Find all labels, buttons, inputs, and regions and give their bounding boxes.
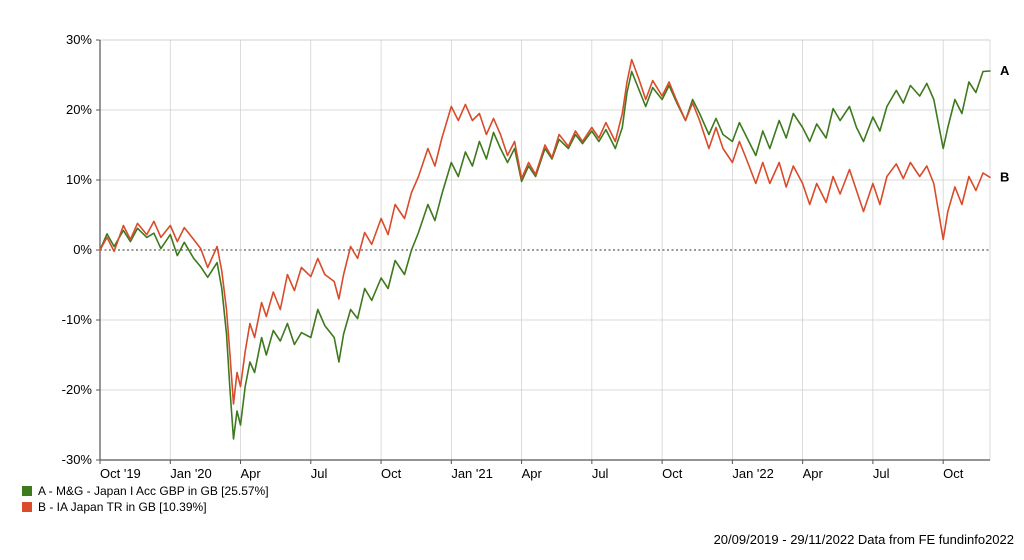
- svg-text:Oct: Oct: [943, 466, 964, 481]
- chart-footer: 20/09/2019 - 29/11/2022 Data from FE fun…: [714, 532, 1014, 547]
- svg-text:Apr: Apr: [522, 466, 543, 481]
- svg-text:Jan '21: Jan '21: [451, 466, 493, 481]
- svg-text:-30%: -30%: [62, 452, 93, 467]
- svg-text:Oct '19: Oct '19: [100, 466, 141, 481]
- svg-text:30%: 30%: [66, 32, 92, 47]
- legend-item-b: B - IA Japan TR in GB [10.39%]: [22, 499, 269, 515]
- svg-text:10%: 10%: [66, 172, 92, 187]
- svg-text:Jan '20: Jan '20: [170, 466, 212, 481]
- svg-text:Jul: Jul: [873, 466, 890, 481]
- chart-legend: A - M&G - Japan I Acc GBP in GB [25.57%]…: [22, 483, 269, 515]
- svg-text:Apr: Apr: [803, 466, 824, 481]
- svg-text:20%: 20%: [66, 102, 92, 117]
- svg-text:0%: 0%: [73, 242, 92, 257]
- svg-text:Oct: Oct: [662, 466, 683, 481]
- svg-text:Oct: Oct: [381, 466, 402, 481]
- svg-text:A: A: [1000, 63, 1010, 78]
- legend-label-b: B - IA Japan TR in GB [10.39%]: [38, 499, 207, 515]
- svg-text:Jul: Jul: [311, 466, 328, 481]
- svg-text:Jan '22: Jan '22: [732, 466, 774, 481]
- performance-chart: -30% -20% -10% 0% 10% 20% 30% Oct '19 Jan '20 Apr…: [0, 0, 1024, 560]
- legend-item-a: A - M&G - Japan I Acc GBP in GB [25.57%]: [22, 483, 269, 499]
- svg-text:Apr: Apr: [241, 466, 262, 481]
- svg-text:Jul: Jul: [592, 466, 609, 481]
- legend-swatch-a: [22, 486, 32, 496]
- svg-text:-20%: -20%: [62, 382, 93, 397]
- chart-container: -30% -20% -10% 0% 10% 20% 30% Oct '19 Jan '20 Apr…: [0, 0, 1024, 560]
- svg-text:-10%: -10%: [62, 312, 93, 327]
- svg-text:B: B: [1000, 169, 1009, 184]
- legend-label-a: A - M&G - Japan I Acc GBP in GB [25.57%]: [38, 483, 269, 499]
- legend-swatch-b: [22, 502, 32, 512]
